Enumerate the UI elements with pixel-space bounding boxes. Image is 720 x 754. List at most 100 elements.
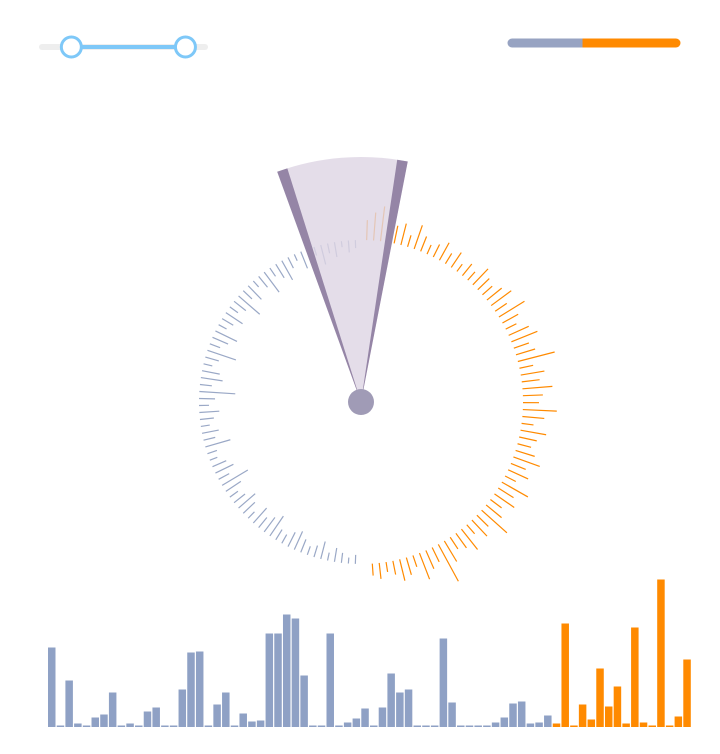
radial-spike (371, 563, 374, 576)
radial-spike (300, 251, 309, 269)
radial-chart (199, 206, 557, 582)
hist-bar (596, 668, 604, 727)
radial-spike (221, 318, 234, 326)
hist-bar (665, 725, 674, 727)
radial-spike (418, 552, 431, 580)
radial-spike (203, 436, 216, 441)
radial-spike (406, 235, 412, 248)
hist-bar (604, 706, 613, 727)
hist-bar (169, 725, 178, 727)
radial-spike (517, 351, 555, 363)
range-slider[interactable] (39, 35, 208, 59)
radial-spike (229, 306, 239, 314)
radial-spike (385, 561, 389, 573)
slider-handle[interactable] (59, 35, 83, 59)
wedge-edge[interactable] (277, 168, 361, 402)
hist-bar (413, 725, 422, 727)
hist-bar (56, 725, 65, 727)
radial-spike (199, 417, 214, 421)
hist-bar (648, 725, 656, 727)
radial-spike (238, 295, 261, 315)
radial-spike (517, 443, 532, 448)
radial-spike (522, 394, 543, 397)
radial-spike (405, 557, 412, 575)
radial-spike (520, 429, 547, 436)
radial-spike (520, 370, 545, 376)
radial-spike (444, 253, 453, 265)
radial-spike (215, 463, 234, 474)
split-bar (507, 38, 681, 48)
radial-spike (225, 480, 242, 492)
hist-bar (439, 638, 448, 727)
hist-bar (74, 723, 82, 727)
hist-bar (239, 713, 247, 727)
radial-spike (200, 424, 210, 428)
radial-spike (199, 390, 236, 395)
radial-spike (399, 559, 406, 581)
hist-bar (326, 633, 334, 727)
radial-spike (502, 313, 519, 324)
hist-bar (552, 723, 561, 727)
hist-bar (639, 722, 648, 727)
radial-spike (443, 540, 458, 562)
hist-bar (178, 689, 187, 727)
radial-spike (205, 356, 219, 362)
radial-spike (504, 475, 517, 483)
radial-spike (200, 376, 223, 382)
hist-bar (422, 725, 430, 727)
histogram (48, 579, 691, 727)
radial-spike (519, 364, 534, 369)
hist-bar (535, 722, 543, 727)
radial-spike (221, 469, 249, 486)
radial-spike (482, 285, 493, 296)
hist-bar (282, 614, 291, 727)
split-cap (671, 38, 681, 48)
hist-bar (631, 627, 639, 727)
hist-bar (335, 725, 343, 727)
radial-spike (521, 422, 534, 426)
radial-spike (455, 532, 467, 549)
radial-spike (438, 242, 450, 261)
hist-bar (352, 718, 361, 727)
radial-spike (511, 330, 538, 343)
radial-spike (252, 280, 260, 288)
radial-spike (242, 290, 253, 300)
radial-spike (498, 300, 525, 318)
hist-bar (187, 652, 195, 727)
radial-spike (247, 285, 262, 300)
hist-bar (48, 647, 56, 727)
wedge-area[interactable] (277, 157, 408, 402)
wedge-edge[interactable] (361, 159, 408, 402)
radial-spike (218, 473, 230, 480)
slider-handle[interactable] (173, 35, 197, 59)
radial-spike (209, 456, 218, 461)
hist-bar (404, 689, 413, 727)
radial-spike (263, 517, 276, 533)
radial-spike (450, 252, 462, 268)
hist-bar (517, 701, 526, 727)
radial-spike (238, 493, 256, 509)
radial-spike (494, 302, 508, 312)
hist-bar (108, 692, 117, 727)
radial-spike (476, 514, 489, 527)
hist-bar (256, 720, 265, 727)
radial-spike (199, 410, 220, 414)
radial-spike (263, 271, 280, 293)
hist-bar (465, 725, 474, 727)
hist-bar (483, 725, 491, 727)
radial-spike (269, 267, 277, 277)
hist-bar (430, 725, 439, 727)
hist-bar (126, 723, 134, 727)
radial-spike (201, 370, 220, 375)
hist-bar (396, 692, 404, 727)
hist-bar (657, 579, 665, 727)
hist-bar (587, 719, 596, 727)
radial-spike (229, 490, 239, 498)
radial-spike (269, 515, 284, 537)
selection-wedge[interactable] (277, 157, 408, 415)
radial-spike (252, 507, 268, 524)
radial-spike (392, 560, 397, 575)
hist-bar (378, 707, 387, 727)
radial-spike (340, 552, 344, 563)
radial-spike (519, 436, 537, 442)
